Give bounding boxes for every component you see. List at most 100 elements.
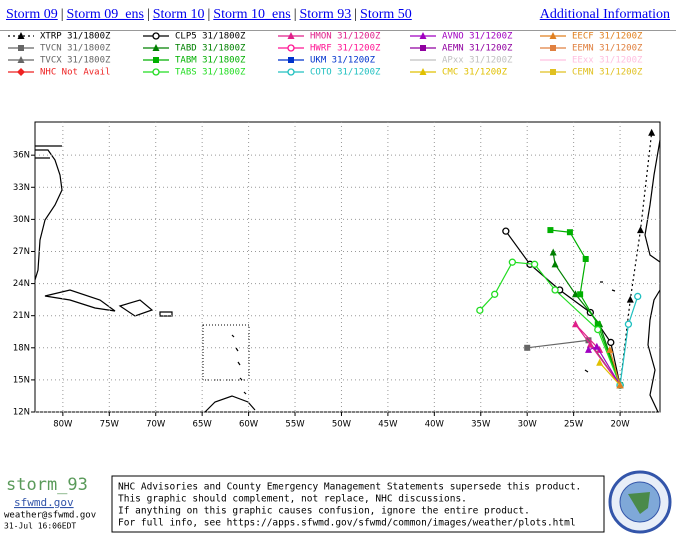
marker [636,226,644,234]
marker [530,260,539,268]
marker [634,292,642,301]
track [575,323,621,386]
storm-link[interactable]: Storm 50 [360,7,412,22]
legend-marker [419,68,427,75]
notice-line: This graphic should complement, not repl… [118,494,467,505]
notice-line: NHC Advisories and County Emergency Mana… [118,482,581,493]
y-tick-label: 27N [13,247,30,257]
marker [648,128,656,136]
legend-label: EEMN 31/1200Z [572,44,643,54]
legend-marker [18,45,24,51]
track [550,229,621,386]
marker [594,325,602,334]
marker [582,255,589,262]
storm-link[interactable]: Storm 93 [299,7,352,22]
legend-marker [419,32,427,39]
legend-label: CEMN 31/1200Z [572,68,643,78]
legend-label: NHC Not Avail [40,68,110,78]
y-tick-label: 36N [13,151,30,161]
marker [626,295,634,303]
legend-label: HWRF 31/1200Z [310,44,381,54]
map-frame [34,121,661,413]
legend-marker [550,45,556,51]
x-tick-label: 65W [193,420,213,430]
separator: | [207,7,211,22]
separator: | [293,7,297,22]
x-tick-label: 75W [100,420,120,430]
coastlines [34,139,661,413]
legend-marker [287,44,295,52]
storm-link[interactable]: Storm 10 [152,7,205,22]
y-tick-label: 21N [13,311,30,321]
storm-link[interactable]: Storm 10_ens [213,7,291,22]
y-tick-label: 33N [13,183,30,193]
marker [593,342,601,350]
marker [549,248,557,256]
legend-marker [420,45,426,51]
legend-label: EExx 31/1200Z [572,56,643,66]
marker [594,321,601,328]
legend-label: CLP5 31/1800Z [175,32,246,42]
marker [584,345,592,353]
marker [596,358,604,366]
y-tick-label: 18N [13,343,30,353]
x-tick-label: 55W [285,420,305,430]
additional-info-link[interactable]: Additional Information [539,7,670,22]
marker [476,306,484,314]
track [609,349,621,386]
marker [551,286,559,294]
x-tick-label: 25W [564,420,584,430]
marker [508,258,516,266]
x-tick-label: 35W [471,420,491,430]
marker [577,291,584,298]
y-tick-label: 24N [13,279,30,289]
legend-label: EECF 31/1200Z [572,32,643,42]
marker [547,227,554,234]
track [505,230,621,386]
legend-label: XTRP 31/1800Z [40,32,111,42]
x-tick-label: 20W [610,420,630,430]
marker [571,320,579,328]
tracks [476,128,656,389]
storm-link[interactable]: Storm 09_ens [66,7,144,22]
marker [616,381,624,389]
legend-marker [550,69,556,75]
legend: XTRP 31/1800Z TVCN 31/1800Z TVCX 31/1800Z N… [8,32,643,78]
track [619,132,653,386]
marker [585,337,592,344]
legend-marker [17,56,25,63]
legend-label: APxx 31/1200Z [442,56,513,66]
separator: | [60,7,64,22]
storm-link[interactable]: Storm 09 [6,7,58,22]
timestamp: 31-Jul 16:06EDT [4,522,76,531]
legend-label: TVCX 31/1800Z [40,56,111,66]
marker [607,338,615,347]
notice-line: For full info, see https://apps.sfwmd.go… [118,518,576,529]
marker [551,260,559,268]
legend-label: TABM 31/1800Z [175,56,246,66]
legend-label: COTO 31/1200Z [310,68,381,78]
x-tick-label: 60W [239,420,259,430]
nav-bar: Storm 09 | Storm 09_ens | Storm 10 | Storm 10_… [0,0,676,31]
legend-marker [152,68,160,76]
marker [524,344,531,351]
x-tick-label: 30W [518,420,538,430]
storm-name: storm_93 [6,475,88,495]
legend-label: TABD 31/1800Z [175,44,246,54]
y-tick-label: 15N [13,375,30,385]
x-tick-label: 50W [332,420,352,430]
marker [586,340,594,348]
y-tick-label: 30N [13,215,30,225]
x-tick-label: 45W [378,420,398,430]
legend-label: CMC 31/1200Z [442,68,508,78]
legend-marker [288,57,294,63]
notice: NHC Advisories and County Emergency Mana… [118,482,581,529]
grid: 80W 75W 70W 65W 60W 55W 50W 45W 40W 35W 30W 25W 20W 1… [13,122,660,430]
email: weather@sfwmd.gov [4,511,96,521]
legend-marker [152,32,160,40]
legend-marker [549,32,557,39]
notice-box [111,475,605,533]
track [599,362,621,386]
